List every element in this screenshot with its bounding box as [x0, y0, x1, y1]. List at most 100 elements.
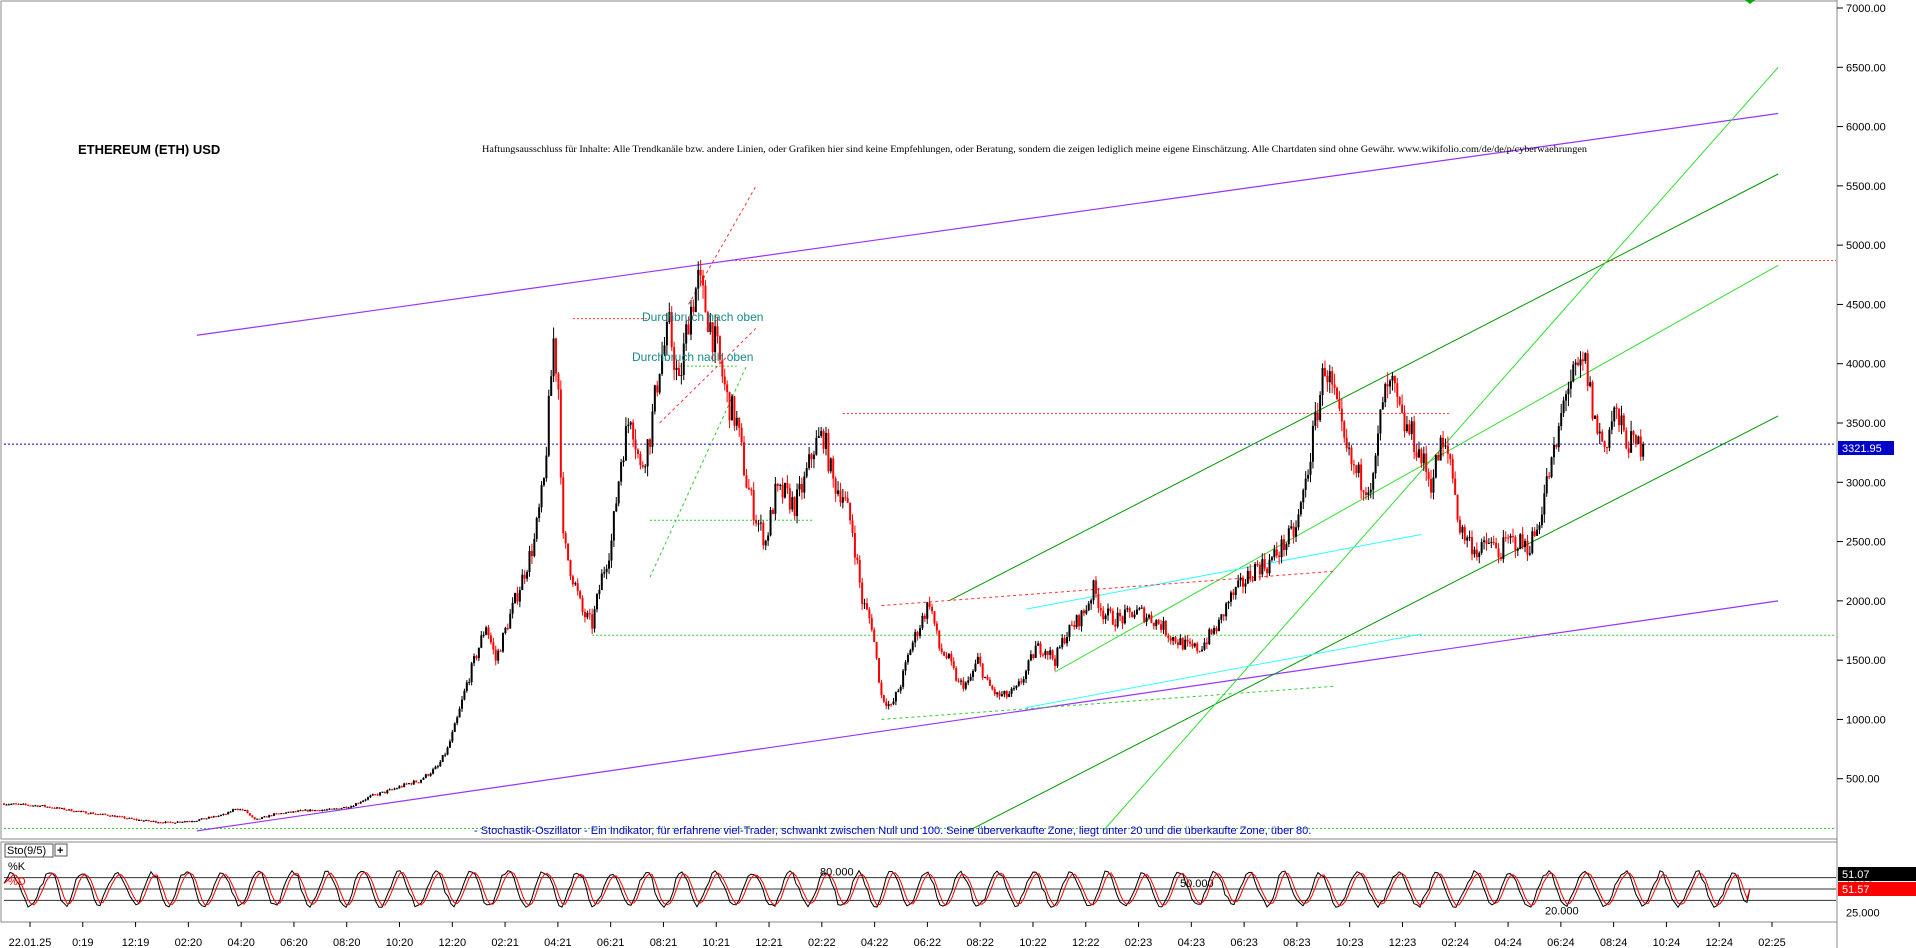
- candle-body: [3, 803, 5, 805]
- candle-body: [1311, 425, 1314, 462]
- y-tick-label: 6000.00: [1846, 122, 1886, 134]
- candle-body: [928, 602, 931, 607]
- candle-body: [1548, 476, 1551, 478]
- candle-body: [104, 813, 107, 815]
- candle-body: [1198, 651, 1201, 653]
- candle-body: [571, 576, 574, 585]
- candle-body: [557, 373, 560, 390]
- candle-body: [636, 449, 639, 454]
- candle-body: [909, 650, 912, 656]
- candle-body: [1338, 399, 1341, 409]
- candle-body: [323, 809, 326, 811]
- candle-body: [205, 818, 208, 820]
- candle-body: [1408, 424, 1411, 434]
- candle-body: [1162, 621, 1165, 630]
- candle-body: [432, 769, 435, 774]
- candle-body: [393, 788, 396, 790]
- candle-body: [1027, 660, 1030, 671]
- candle-body: [1367, 492, 1370, 496]
- candle-body: [550, 376, 553, 396]
- candle-body: [1307, 474, 1310, 479]
- candle-body: [434, 766, 437, 770]
- candle-body: [492, 642, 495, 650]
- candle-body: [152, 820, 155, 822]
- indicator-expand-button[interactable]: [54, 843, 68, 857]
- candle-body: [477, 647, 480, 659]
- candle-body: [1521, 534, 1524, 548]
- candle-body: [1005, 690, 1008, 697]
- candle-body: [747, 487, 750, 490]
- candle-body: [1562, 400, 1565, 414]
- candle-body: [1603, 441, 1606, 447]
- candle-body: [1314, 412, 1317, 426]
- candle-body: [1524, 540, 1527, 548]
- x-tick-label: 08:24: [1600, 937, 1628, 948]
- candle-body: [1179, 638, 1182, 646]
- candle-body: [1552, 444, 1555, 458]
- candle-body: [846, 497, 849, 503]
- candle-body: [1345, 437, 1348, 449]
- y-tick-label: 3500.00: [1846, 418, 1886, 430]
- candle-body: [1526, 540, 1529, 555]
- candle-body: [1328, 371, 1331, 383]
- candle-body: [834, 478, 837, 494]
- candle-body: [1442, 437, 1445, 447]
- candle-body: [1099, 607, 1102, 611]
- candle-body: [1466, 537, 1469, 541]
- candle-body: [1601, 431, 1604, 442]
- candle-body: [1290, 526, 1293, 529]
- candle-body: [56, 807, 59, 809]
- candle-body: [750, 489, 753, 491]
- candle-body: [1280, 539, 1283, 557]
- candle-body: [1533, 531, 1536, 536]
- trend-line: [1025, 533, 1422, 610]
- candle-body: [991, 685, 994, 690]
- candle-body: [1261, 559, 1264, 575]
- candle-body: [776, 483, 779, 486]
- x-tick-label: 12:24: [1705, 937, 1733, 948]
- candle-body: [1270, 557, 1273, 560]
- trend-line: [688, 185, 757, 305]
- candle-body: [133, 818, 136, 820]
- trend-line: [881, 685, 1335, 720]
- candle-body: [595, 594, 598, 610]
- candle-body: [530, 550, 533, 557]
- candle-body: [53, 807, 56, 809]
- candle-body: [1239, 577, 1242, 581]
- candle-body: [976, 656, 979, 664]
- candle-body: [1297, 514, 1300, 528]
- candle-body: [1309, 461, 1312, 475]
- candle-body: [1463, 527, 1466, 541]
- annotation-breakout-1: Durchbruch nach oben: [642, 310, 763, 324]
- candle-body: [620, 462, 623, 482]
- candle-body: [882, 695, 885, 702]
- y-axis: 7000.00 6500.00 6000.00 5500.00 5000.00 4500.…: [1837, 3, 1886, 786]
- candle-body: [232, 809, 234, 812]
- candle-body: [769, 510, 772, 536]
- x-tick-label: 0:19: [72, 937, 93, 948]
- candle-body: [1237, 580, 1240, 587]
- candle-body: [1519, 534, 1522, 550]
- candle-body: [407, 783, 410, 785]
- candle-body: [400, 786, 403, 788]
- candle-body: [1584, 353, 1587, 362]
- candle-body: [1104, 615, 1107, 620]
- candle-body: [1227, 601, 1230, 604]
- candle-body: [1598, 431, 1601, 434]
- candle-body: [1013, 688, 1016, 690]
- candle-body: [1145, 617, 1148, 622]
- candle-body: [51, 807, 54, 809]
- indicator-name-box[interactable]: [4, 843, 54, 858]
- candle-body: [1003, 690, 1006, 695]
- candle-body: [1225, 603, 1228, 617]
- candle-body: [1184, 639, 1187, 650]
- k-value: 51.07: [1842, 869, 1870, 881]
- candle-body: [203, 818, 206, 820]
- candle-body: [665, 321, 668, 346]
- candle-body: [718, 336, 721, 360]
- candle-body: [1550, 457, 1553, 478]
- candle-body: [646, 439, 649, 467]
- candle-body: [663, 345, 666, 355]
- candle-body: [272, 813, 275, 816]
- candle-body: [1263, 559, 1266, 569]
